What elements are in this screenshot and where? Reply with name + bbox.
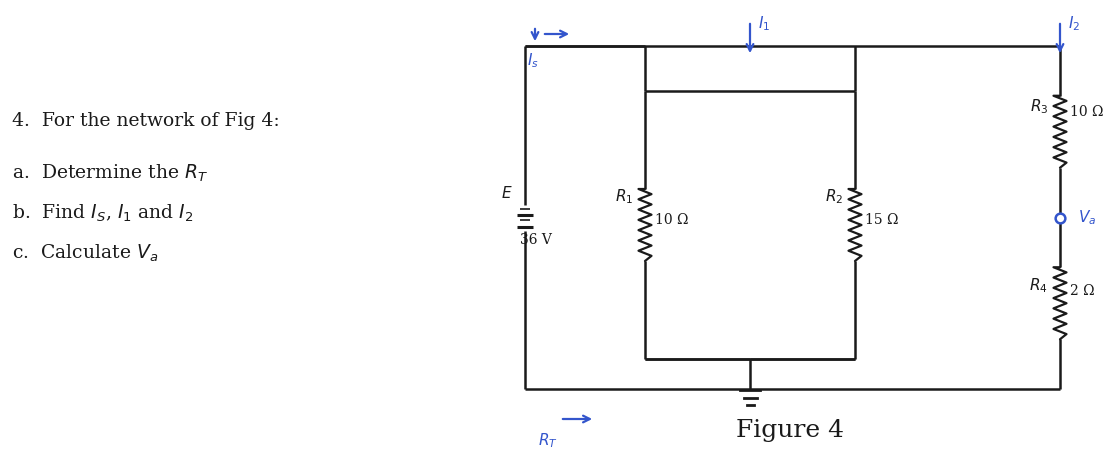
Text: $R_1$: $R_1$: [614, 188, 633, 207]
Text: 10 Ω: 10 Ω: [1070, 105, 1104, 119]
Text: 15 Ω: 15 Ω: [865, 213, 898, 227]
Text: a.  Determine the $R_T$: a. Determine the $R_T$: [12, 162, 208, 184]
Text: $I_1$: $I_1$: [758, 14, 770, 33]
Text: 4.  For the network of Fig 4:: 4. For the network of Fig 4:: [12, 112, 280, 130]
Text: $V_a$: $V_a$: [1078, 208, 1096, 227]
Text: 2 Ω: 2 Ω: [1070, 284, 1095, 298]
Text: 10 Ω: 10 Ω: [655, 213, 688, 227]
Text: $I_s$: $I_s$: [527, 51, 539, 70]
Text: 36 V: 36 V: [520, 233, 551, 247]
Text: b.  Find $I_S$, $I_1$ and $I_2$: b. Find $I_S$, $I_1$ and $I_2$: [12, 202, 193, 224]
Text: $R_T$: $R_T$: [538, 431, 558, 450]
Text: Figure 4: Figure 4: [736, 419, 844, 442]
Text: $R_3$: $R_3$: [1030, 97, 1048, 116]
Text: c.  Calculate $V_a$: c. Calculate $V_a$: [12, 242, 158, 264]
Text: $R_4$: $R_4$: [1029, 276, 1048, 295]
Text: $E$: $E$: [502, 184, 513, 201]
Text: $R_2$: $R_2$: [824, 188, 843, 207]
Text: $I_2$: $I_2$: [1069, 14, 1081, 33]
